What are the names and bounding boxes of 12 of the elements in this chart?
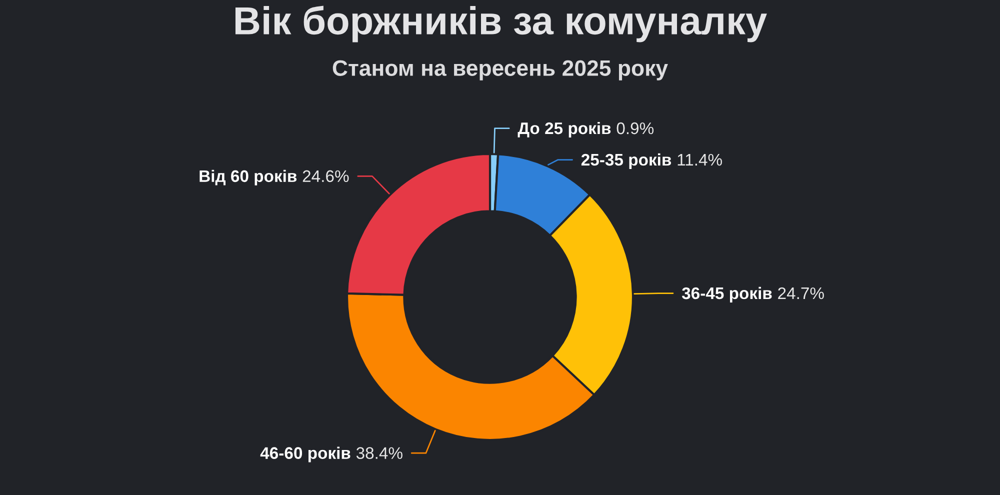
slice-label: 46-60 років [260, 446, 350, 462]
data-label: 24.6% [302, 170, 349, 182]
data-label: 38.4% [356, 447, 402, 459]
slice-label: 36-45 років [682, 286, 772, 302]
data-label: 11.4% [678, 154, 722, 166]
slice-label: Від 60 років [200, 170, 297, 186]
chart-subtitle: Станом на вересень 2025 року [332, 60, 668, 80]
slice-label: 25-35 років [581, 153, 672, 169]
data-label: 24.7% [778, 287, 824, 300]
slice-label: До 25 років [518, 122, 611, 138]
chart-title: Вік боржників за комуналку [235, 6, 767, 42]
data-label: 0.9% [616, 122, 654, 134]
